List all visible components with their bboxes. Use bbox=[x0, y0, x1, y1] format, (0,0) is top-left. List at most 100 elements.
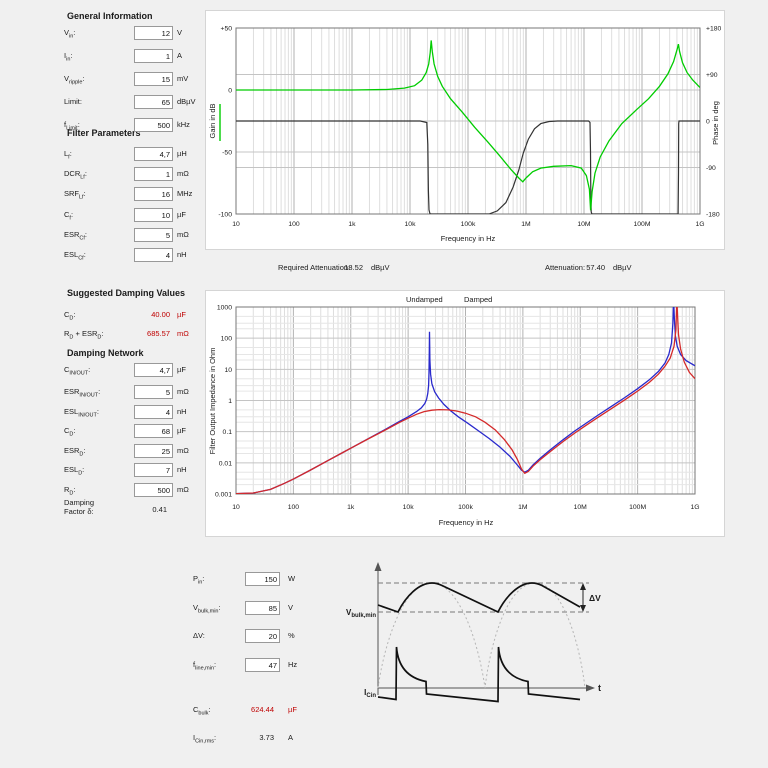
svg-text:1G: 1G bbox=[690, 504, 699, 511]
svg-text:100M: 100M bbox=[629, 504, 646, 511]
deltav-unit: % bbox=[288, 631, 295, 640]
esr-cf-input[interactable] bbox=[134, 228, 173, 242]
esrd-input[interactable] bbox=[134, 444, 173, 458]
svg-text:100k: 100k bbox=[458, 504, 473, 511]
esld-label: ESLD: bbox=[64, 465, 85, 477]
svg-text:1G: 1G bbox=[695, 221, 704, 228]
svg-text:0.001: 0.001 bbox=[215, 492, 232, 499]
flinemin-input[interactable] bbox=[245, 658, 280, 672]
esl-cf-input[interactable] bbox=[134, 248, 173, 262]
svg-text:10: 10 bbox=[232, 221, 240, 228]
eslinout-label: ESLIN/OUT: bbox=[64, 407, 99, 419]
svg-text:+50: +50 bbox=[220, 26, 232, 33]
rd-esrd-suggested-label: RD + ESRD: bbox=[64, 329, 104, 341]
eslinout-unit: nH bbox=[177, 407, 187, 416]
svg-text:100: 100 bbox=[288, 504, 300, 511]
svg-text:-180: -180 bbox=[706, 212, 720, 219]
dcr-lf-label: DCRLf: bbox=[64, 169, 87, 181]
esrinout-unit: mΩ bbox=[177, 387, 189, 396]
svg-text:-100: -100 bbox=[218, 212, 232, 219]
dcr-lf-input[interactable] bbox=[134, 167, 173, 181]
cd-unit: µF bbox=[177, 426, 186, 435]
bulk-voltage-waveform bbox=[377, 582, 581, 614]
svg-text:0.01: 0.01 bbox=[219, 460, 232, 467]
esrd-label: ESRD: bbox=[64, 446, 86, 458]
attenuation-value: 57.40 bbox=[586, 263, 605, 272]
bode-xaxis-label: Frequency in Hz bbox=[441, 234, 496, 243]
cinout-unit: µF bbox=[177, 365, 186, 374]
svg-text:1M: 1M bbox=[518, 504, 528, 511]
svg-text:10k: 10k bbox=[403, 504, 415, 511]
svg-text:1000: 1000 bbox=[217, 305, 232, 312]
vin-label: Vin: bbox=[64, 28, 76, 40]
esld-unit: nH bbox=[177, 465, 187, 474]
flinemin-unit: Hz bbox=[288, 660, 298, 669]
esrinout-input[interactable] bbox=[134, 385, 173, 399]
deltav-input[interactable] bbox=[245, 629, 280, 643]
cf-unit: µF bbox=[177, 210, 186, 219]
esld-input[interactable] bbox=[134, 463, 173, 477]
rd-esrd-suggested-unit: mΩ bbox=[177, 329, 189, 338]
dcr-lf-unit: mΩ bbox=[177, 169, 189, 178]
svg-text:1k: 1k bbox=[348, 221, 356, 228]
esl-cf-label: ESLCf: bbox=[64, 250, 86, 262]
cd-input[interactable] bbox=[134, 424, 173, 438]
cf-label: Cf: bbox=[64, 210, 74, 222]
cd-label: CD: bbox=[64, 426, 76, 438]
filter-params-heading: Filter Parameters bbox=[67, 128, 141, 138]
srf-lf-input[interactable] bbox=[134, 187, 173, 201]
bulk-ripple-waveform-diagram: Vbulk,min ICin ΔV t bbox=[346, 562, 601, 703]
esrd-unit: mΩ bbox=[177, 446, 189, 455]
bode-plot: +50 0 -50 -100 +180 +90 0 -90 -180 10 100 1k 10k 100k… bbox=[208, 26, 722, 244]
vripple-input[interactable] bbox=[134, 72, 173, 86]
vripple-unit: mV bbox=[177, 74, 189, 83]
impedance-xaxis-label: Frequency in Hz bbox=[439, 518, 494, 527]
lf-input[interactable] bbox=[134, 147, 173, 161]
vbulkmin-input[interactable] bbox=[245, 601, 280, 615]
deltav-label: ΔV: bbox=[193, 631, 205, 640]
vbulk-min-waveform-label: Vbulk,min bbox=[346, 608, 376, 619]
impedance-plot-panel: 1000 100 10 1 0.1 0.01 0.001 10 100 1k 10k 100k 1M 10… bbox=[205, 290, 725, 537]
damping-network-heading: Damping Network bbox=[67, 348, 144, 358]
pin-unit: W bbox=[288, 574, 296, 583]
svg-text:+180: +180 bbox=[706, 26, 722, 33]
vbulkmin-label: Vbulk,min: bbox=[193, 603, 221, 615]
rd-unit: mΩ bbox=[177, 485, 189, 494]
general-info-heading: General Information bbox=[67, 11, 153, 21]
required-attenuation-value: 18.52 bbox=[344, 263, 363, 272]
limit-label: Limit: bbox=[64, 97, 82, 106]
required-attenuation-unit: dBµV bbox=[371, 263, 390, 272]
svg-text:0: 0 bbox=[706, 119, 710, 126]
icinrms-unit: A bbox=[288, 733, 294, 742]
icinrms-value: 3.73 bbox=[259, 733, 274, 742]
svg-text:1: 1 bbox=[228, 398, 232, 405]
iin-unit: A bbox=[177, 51, 183, 60]
limit-input[interactable] bbox=[134, 95, 173, 109]
cf-input[interactable] bbox=[134, 208, 173, 222]
svg-text:-50: -50 bbox=[222, 150, 232, 157]
phase-axis-label: Phase in deg bbox=[711, 101, 720, 145]
eslinout-input[interactable] bbox=[134, 405, 173, 419]
delta-v-arrow-down-icon bbox=[580, 605, 586, 612]
svg-text:0.1: 0.1 bbox=[223, 429, 233, 436]
esrinout-label: ESRIN/OUT: bbox=[64, 387, 101, 399]
svg-text:0: 0 bbox=[228, 88, 232, 95]
svg-text:+90: +90 bbox=[706, 72, 718, 79]
srf-lf-label: SRFLf: bbox=[64, 189, 86, 201]
vin-input[interactable] bbox=[134, 26, 173, 40]
flimit-input[interactable] bbox=[134, 118, 173, 132]
cinout-input[interactable] bbox=[134, 363, 173, 377]
iin-label: Iin: bbox=[64, 51, 73, 63]
time-axis-label: t bbox=[598, 683, 601, 693]
legend-damped: Damped bbox=[464, 295, 492, 304]
svg-text:100: 100 bbox=[221, 336, 233, 343]
svg-text:10: 10 bbox=[224, 367, 232, 374]
srf-lf-unit: MHz bbox=[177, 189, 193, 198]
voltage-axis-arrow-icon bbox=[374, 562, 382, 571]
svg-text:10M: 10M bbox=[577, 221, 591, 228]
rd-input[interactable] bbox=[134, 483, 173, 497]
iin-input[interactable] bbox=[134, 49, 173, 63]
pin-input[interactable] bbox=[245, 572, 280, 586]
